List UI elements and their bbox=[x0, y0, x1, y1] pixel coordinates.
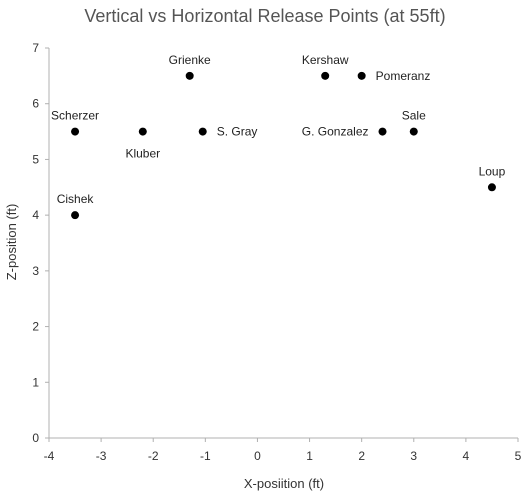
data-point bbox=[138, 127, 147, 136]
x-tick-label: -4 bbox=[44, 449, 55, 463]
x-tick-label: 4 bbox=[463, 449, 470, 463]
point-label: G. Gonzalez bbox=[302, 125, 369, 139]
x-axis-title: X-posiition (ft) bbox=[244, 476, 324, 491]
y-tick-label: 1 bbox=[32, 375, 39, 389]
x-tick-labels: -4 -3 -2 -1 0 1 2 3 4 5 bbox=[44, 438, 522, 463]
axes bbox=[48, 48, 518, 439]
data-point bbox=[198, 127, 207, 136]
point-label: Cishek bbox=[57, 192, 95, 206]
data-point bbox=[378, 127, 387, 136]
x-tick-label: 2 bbox=[358, 449, 365, 463]
data-point bbox=[71, 211, 80, 220]
y-tick-label: 6 bbox=[32, 97, 39, 111]
data-points bbox=[71, 71, 496, 220]
x-tick-label: 1 bbox=[306, 449, 313, 463]
x-tick-label: 5 bbox=[515, 449, 522, 463]
point-label: S. Gray bbox=[217, 125, 258, 139]
y-axis-title: Z-position (ft) bbox=[4, 204, 19, 281]
point-label: Scherzer bbox=[51, 109, 99, 123]
y-tick-label: 3 bbox=[32, 264, 39, 278]
point-label: Sale bbox=[402, 109, 426, 123]
x-tick-label: -3 bbox=[96, 449, 107, 463]
y-tick-labels: 0 1 2 3 4 5 6 7 bbox=[32, 41, 49, 445]
data-point bbox=[409, 127, 418, 136]
data-point bbox=[185, 71, 194, 80]
point-label: Kluber bbox=[125, 147, 160, 161]
data-point bbox=[487, 183, 496, 192]
data-point bbox=[321, 71, 330, 80]
x-tick-label: 0 bbox=[254, 449, 261, 463]
y-tick-label: 2 bbox=[32, 320, 39, 334]
x-tick-label: -1 bbox=[200, 449, 211, 463]
point-label: Kershaw bbox=[302, 53, 349, 67]
point-label: Pomeranz bbox=[376, 69, 431, 83]
data-point bbox=[71, 127, 80, 136]
point-labels: Scherzer Kluber Cishek Grienke S. Gray Kersha… bbox=[51, 53, 506, 206]
x-tick-label: 3 bbox=[410, 449, 417, 463]
chart-title: Vertical vs Horizontal Release Points (a… bbox=[84, 6, 445, 26]
y-tick-label: 5 bbox=[32, 152, 39, 166]
y-tick-label: 7 bbox=[32, 41, 39, 55]
data-point bbox=[357, 71, 366, 80]
point-label: Loup bbox=[479, 164, 506, 178]
point-label: Grienke bbox=[169, 53, 211, 67]
y-tick-label: 4 bbox=[32, 208, 39, 222]
x-tick-label: -2 bbox=[148, 449, 159, 463]
y-tick-label: 0 bbox=[32, 431, 39, 445]
